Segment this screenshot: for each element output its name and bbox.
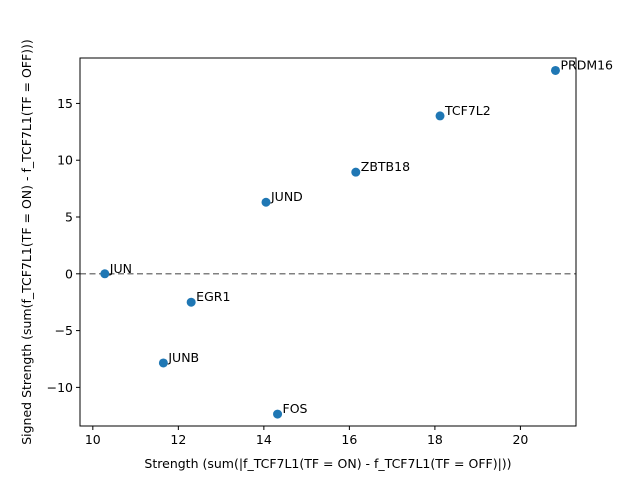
data-point-label: JUND: [270, 189, 303, 204]
data-point: [100, 269, 110, 279]
x-tick-label: 14: [256, 432, 272, 447]
x-axis: 10 12 14 16 18 20: [85, 426, 528, 447]
points-layer: [100, 65, 560, 419]
data-point: [158, 358, 168, 368]
x-axis-title: Strength (sum(|f_TCF7L1(TF = ON) - f_TCF…: [144, 456, 511, 471]
data-point: [261, 197, 271, 207]
x-tick-label: 12: [170, 432, 186, 447]
data-point-label: PRDM16: [560, 57, 613, 72]
data-point: [435, 111, 445, 121]
plot-background: [80, 58, 576, 426]
y-tick-label: −10: [47, 380, 73, 395]
x-tick-label: 20: [512, 432, 528, 447]
data-point-label: EGR1: [196, 289, 230, 304]
data-point: [273, 409, 283, 419]
point-labels-layer: PRDM16 TCF7L2 ZBTB18 JUND JUN EGR1 JUNB FOS: [109, 57, 613, 416]
plot-frame: [79, 57, 577, 427]
y-axis: −10 −5 0 5 10 15: [47, 96, 80, 395]
y-tick-label: −5: [55, 323, 73, 338]
y-tick-label: 10: [57, 153, 73, 168]
x-tick-label: 18: [427, 432, 443, 447]
x-tick-label: 16: [341, 432, 357, 447]
y-axis-title: Signed Strength (sum(f_TCF7L1(TF = ON) -…: [19, 39, 34, 445]
y-tick-label: 15: [57, 96, 73, 111]
data-point-label: JUNB: [167, 350, 199, 365]
data-point: [351, 167, 361, 177]
data-point-label: TCF7L2: [444, 103, 491, 118]
y-tick-label: 0: [65, 266, 73, 281]
y-tick-label: 5: [65, 210, 73, 225]
data-point: [550, 65, 560, 75]
data-point-label: ZBTB18: [361, 159, 410, 174]
data-point-label: FOS: [283, 401, 308, 416]
data-point-label: JUN: [109, 261, 132, 276]
x-tick-label: 10: [85, 432, 101, 447]
data-point: [186, 297, 196, 307]
